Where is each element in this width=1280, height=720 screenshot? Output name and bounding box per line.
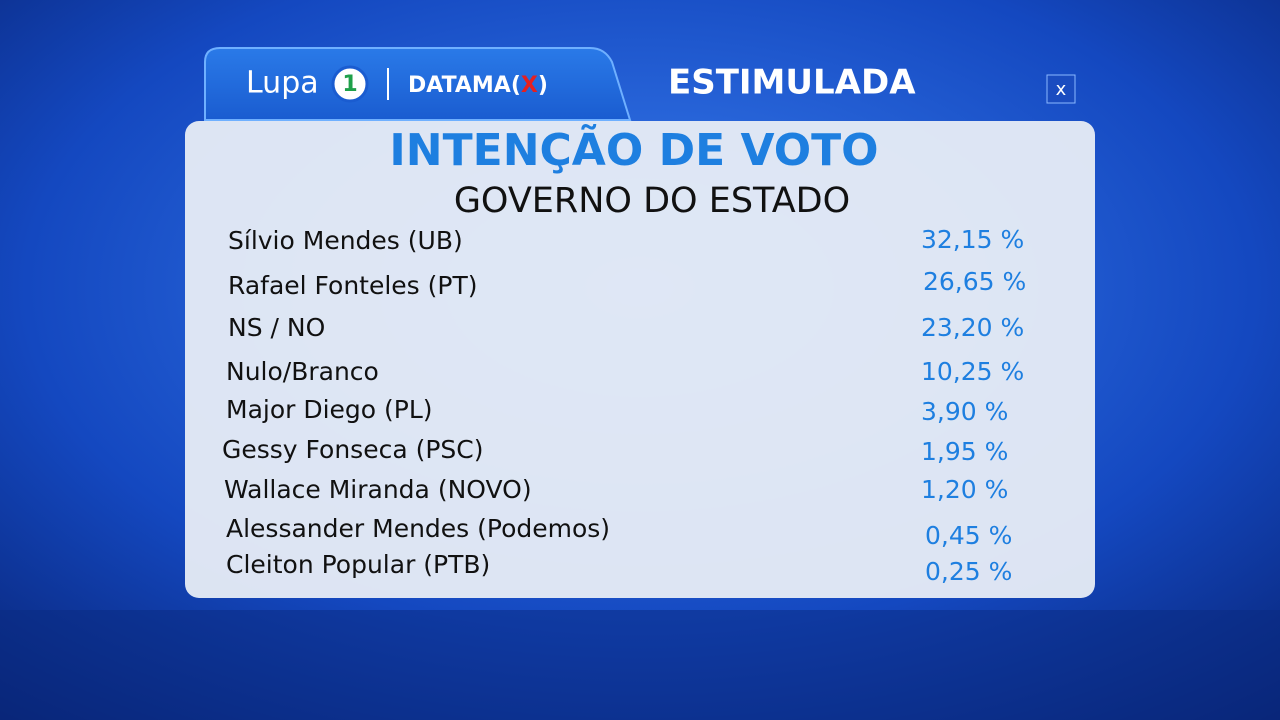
candidate-name: Cleiton Popular (PTB) <box>226 550 490 579</box>
candidate-name: Nulo/Branco <box>226 357 379 386</box>
partner-logo: DATAMA(X) <box>408 73 548 98</box>
panel-subtitle: GOVERNO DO ESTADO <box>454 181 850 221</box>
candidate-name: NS / NO <box>228 313 325 342</box>
vote-share: 1,95 % <box>921 437 1008 466</box>
vote-share: 0,25 % <box>925 557 1012 586</box>
candidate-name: Alessander Mendes (Podemos) <box>226 514 610 543</box>
bottom-glow <box>0 610 1280 720</box>
panel-title: INTENÇÃO DE VOTO <box>389 123 878 176</box>
candidate-name: Major Diego (PL) <box>226 395 433 424</box>
candidate-name: Sílvio Mendes (UB) <box>228 226 463 255</box>
vote-share: 32,15 % <box>921 225 1024 254</box>
partner-paren: ) <box>538 73 548 98</box>
logo-tab <box>204 47 632 121</box>
vote-share: 26,65 % <box>923 267 1026 296</box>
logo-badge-circle <box>331 65 369 103</box>
close-icon[interactable]: x <box>1056 79 1067 100</box>
logo-badge: 1 <box>342 72 357 97</box>
vote-share: 3,90 % <box>921 397 1008 426</box>
mode-label: ESTIMULADA <box>668 63 916 103</box>
results: Sílvio Mendes (UB) 32,15 % Rafael Fonteles… <box>222 225 1026 586</box>
candidate-name: Wallace Miranda (NOVO) <box>224 475 532 504</box>
partner-x: X <box>521 73 538 98</box>
partner-name: DATAMA <box>408 73 511 98</box>
vote-share: 0,45 % <box>925 521 1012 550</box>
panel <box>185 121 1095 598</box>
vote-share: 23,20 % <box>921 313 1024 342</box>
close-button[interactable] <box>1046 74 1076 104</box>
candidate-name: Gessy Fonseca (PSC) <box>222 435 484 464</box>
vote-share: 10,25 % <box>921 357 1024 386</box>
vote-share: 1,20 % <box>921 475 1008 504</box>
partner-paren: ( <box>511 73 521 98</box>
candidate-name: Rafael Fonteles (PT) <box>228 271 478 300</box>
logo-name: Lupa <box>246 66 319 101</box>
